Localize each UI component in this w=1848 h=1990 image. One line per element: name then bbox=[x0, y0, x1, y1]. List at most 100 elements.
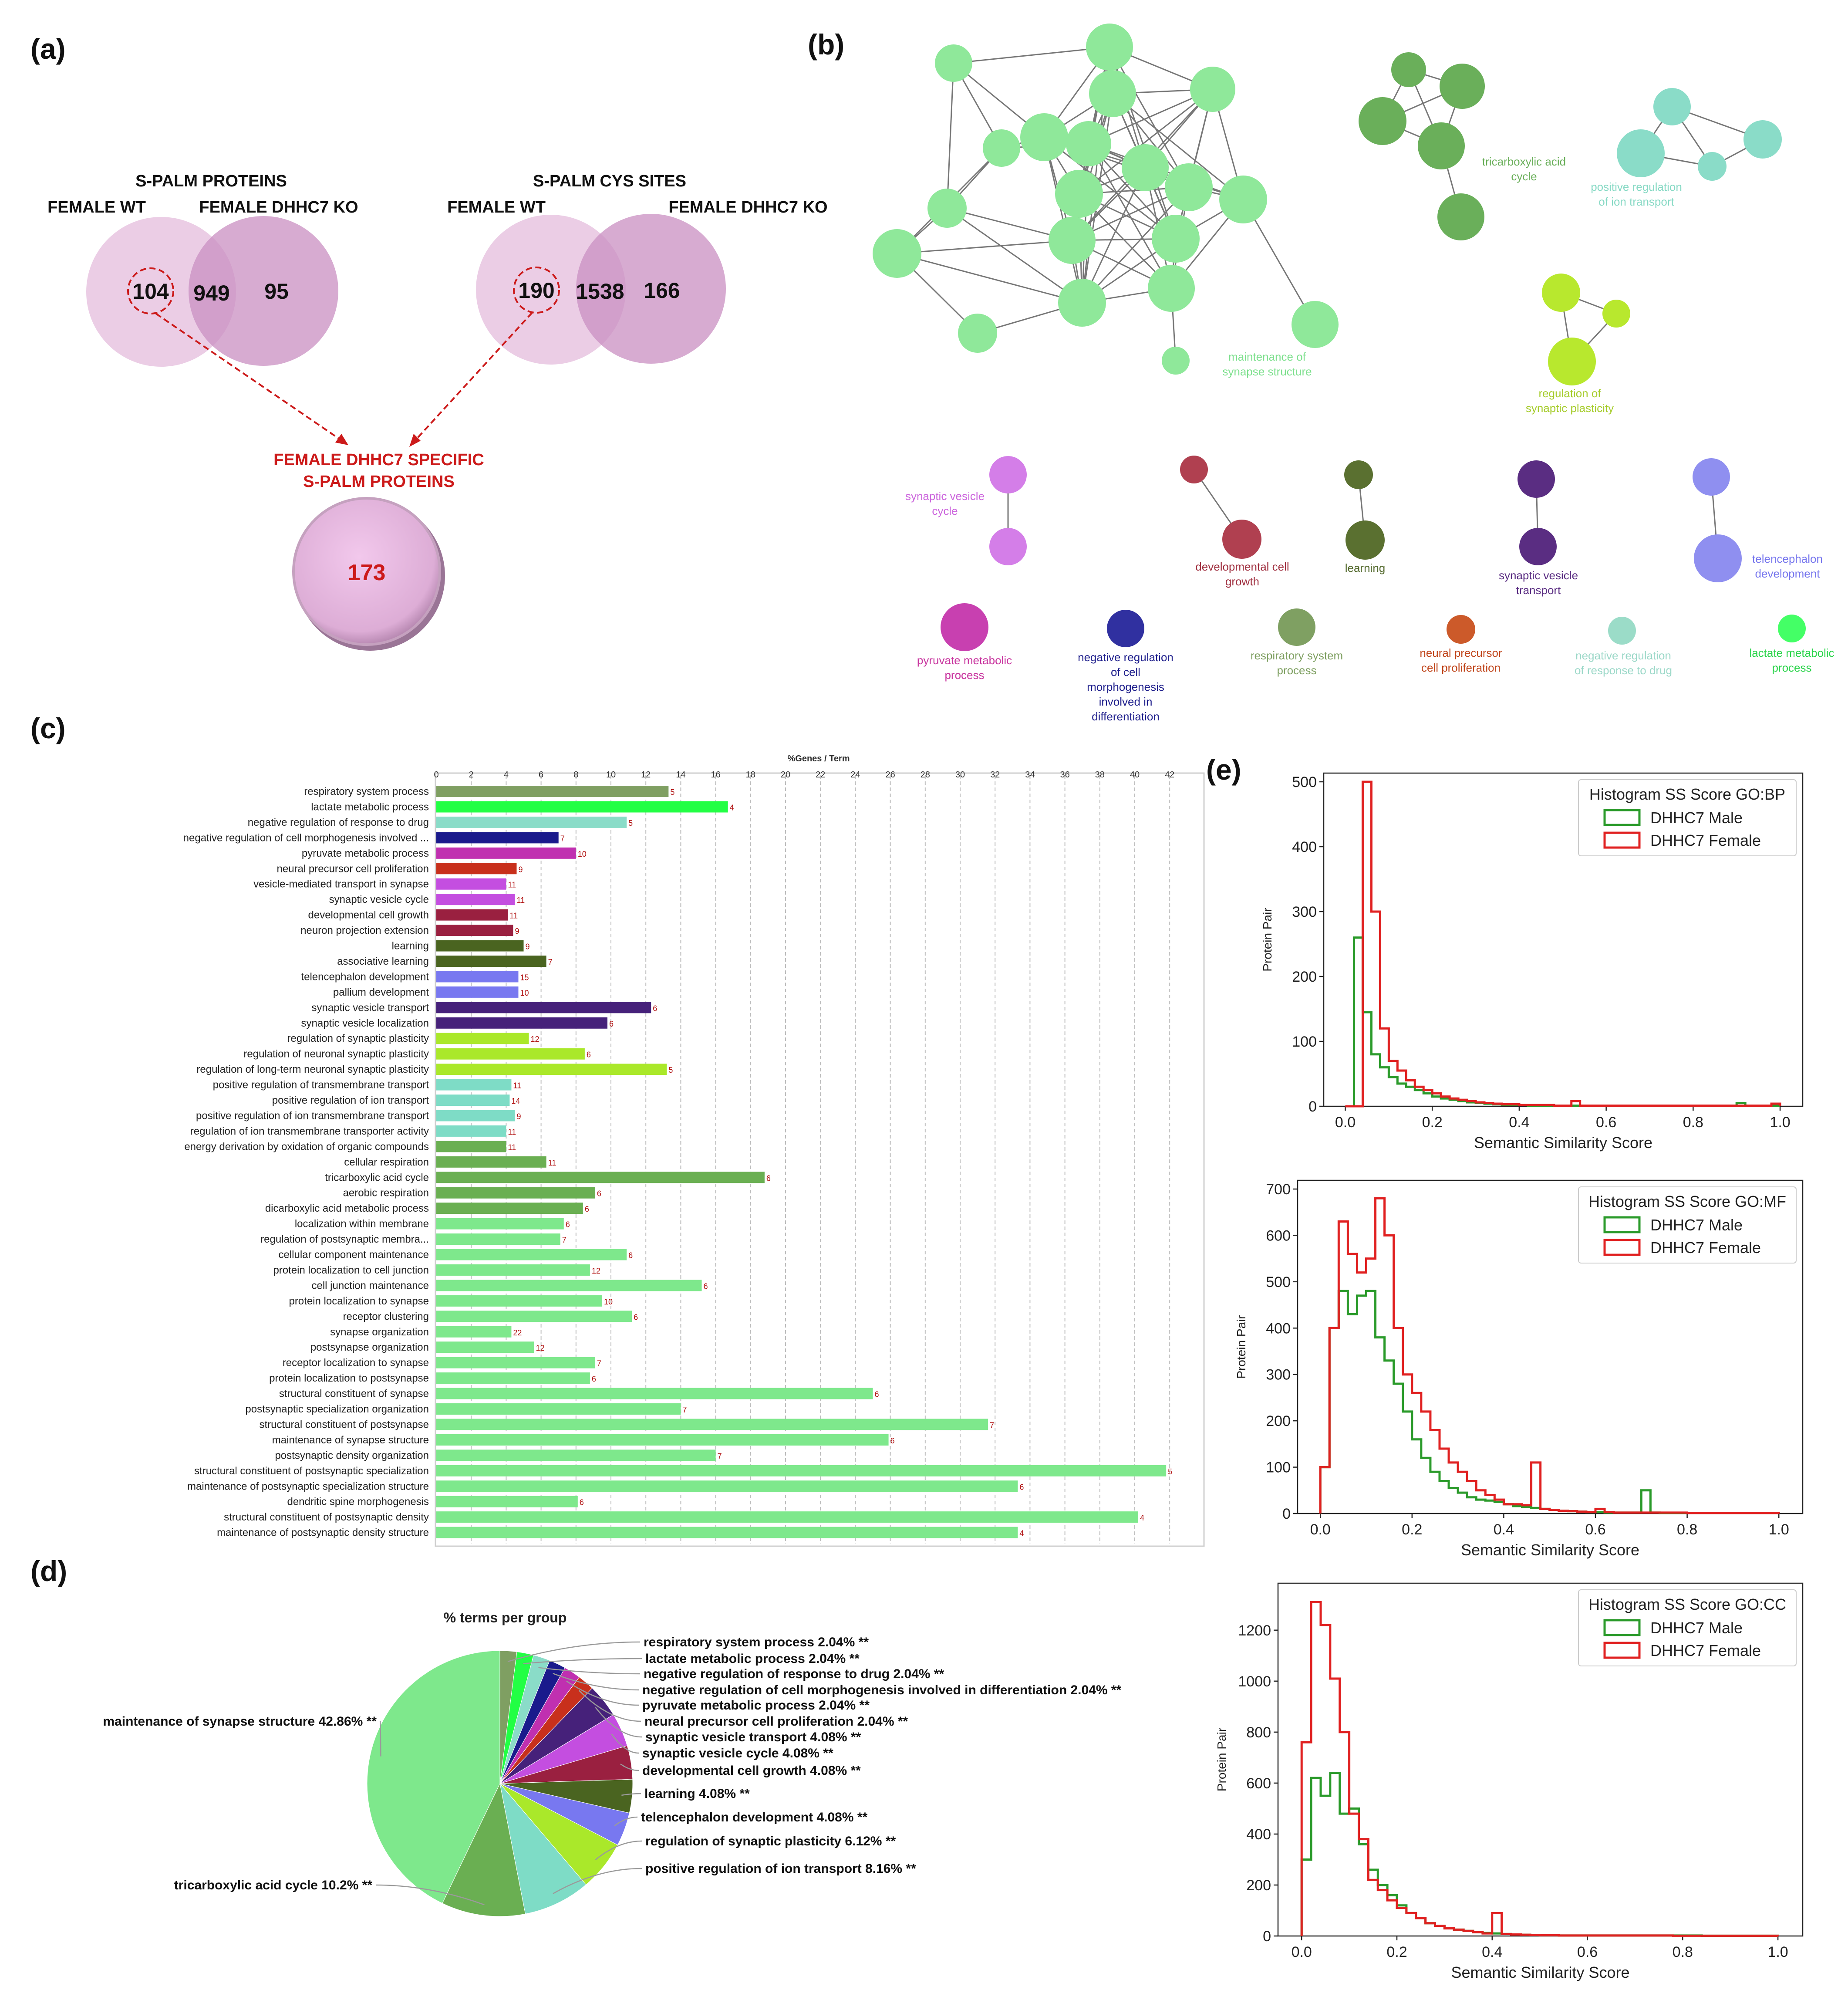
bar bbox=[436, 894, 515, 905]
network-label-dev-growth: developmental cell growth bbox=[1195, 560, 1289, 588]
bar bbox=[436, 1357, 595, 1368]
bar-count-label: 7 bbox=[682, 1406, 687, 1414]
histogram-series-line bbox=[1345, 780, 1781, 1108]
histogram-xtick-label: 0.2 bbox=[1386, 1944, 1407, 1960]
bar-count-label: 12 bbox=[531, 1035, 540, 1044]
panel-label-d: (d) bbox=[30, 1555, 67, 1587]
venn-proteins-right-label: FEMALE DHHC7 KO bbox=[199, 198, 358, 216]
histogram-xtick-label: 0.6 bbox=[1596, 1114, 1616, 1131]
pie-slice-label: regulation of synaptic plasticity 6.12% … bbox=[645, 1834, 896, 1848]
histogram-ytick-label: 300 bbox=[1292, 904, 1317, 920]
bar-xtick-label: 42 bbox=[1165, 770, 1174, 780]
venn-sites-right-label: FEMALE DHHC7 KO bbox=[668, 198, 827, 216]
histogram-legend-title: Histogram SS Score GO:BP bbox=[1589, 785, 1785, 803]
bar-category-label: synaptic vesicle cycle bbox=[329, 894, 429, 905]
bar bbox=[436, 1403, 681, 1415]
bar-category-label: regulation of neuronal synaptic plastici… bbox=[243, 1048, 429, 1060]
bar bbox=[436, 1496, 578, 1507]
bar-count-label: 7 bbox=[562, 1236, 567, 1244]
bar-count-label: 14 bbox=[511, 1097, 520, 1105]
histogram-ytick-label: 100 bbox=[1292, 1034, 1317, 1050]
histogram-legend-swatch bbox=[1603, 1642, 1641, 1659]
pie-leader bbox=[523, 1658, 642, 1664]
bar-count-label: 7 bbox=[597, 1359, 601, 1368]
histogram-ytick-label: 300 bbox=[1266, 1367, 1291, 1383]
bar-category-label: associative learning bbox=[337, 956, 429, 967]
venn-arrow-left-head bbox=[335, 434, 348, 445]
histogram-ylabel: Protein Pair bbox=[1261, 908, 1274, 971]
panel-label-c: (c) bbox=[30, 712, 66, 744]
bar-category-label: synaptic vesicle transport bbox=[312, 1002, 429, 1014]
bar-category-label: positive regulation of ion transmembrane… bbox=[196, 1110, 429, 1122]
bar-category-label: maintenance of postsynaptic specializati… bbox=[187, 1480, 429, 1492]
bar-count-label: 7 bbox=[718, 1452, 722, 1460]
bar-count-label: 7 bbox=[990, 1421, 994, 1429]
network-node bbox=[1548, 338, 1596, 385]
histogram-ytick-label: 1200 bbox=[1238, 1622, 1271, 1639]
pie-slice-label: tricarboxylic acid cycle 10.2% ** bbox=[174, 1878, 373, 1892]
histogram-xtick-label: 0.6 bbox=[1577, 1944, 1598, 1960]
network-node bbox=[1107, 610, 1144, 647]
histogram-ytick-label: 600 bbox=[1246, 1775, 1271, 1792]
network-label-lactate: lactate metabolic process bbox=[1749, 646, 1834, 674]
bar-count-label: 6 bbox=[587, 1051, 591, 1059]
histogram-xtick-label: 1.0 bbox=[1770, 1114, 1790, 1131]
network-node bbox=[1418, 122, 1465, 169]
network-node bbox=[935, 44, 972, 82]
bar-chart-grid bbox=[471, 775, 1170, 1544]
network-label-telencephalon: telencephalon development bbox=[1752, 552, 1823, 580]
bar-chart-category-labels: respiratory system process lactate metabo… bbox=[183, 786, 429, 1539]
bar-xtick-label: 20 bbox=[781, 770, 790, 780]
network-node bbox=[1602, 300, 1630, 328]
network-node bbox=[1608, 617, 1636, 645]
bar-category-label: structural constituent of synapse bbox=[279, 1388, 429, 1400]
pie-slice-label: telencephalon development 4.08% ** bbox=[641, 1810, 867, 1824]
histogram-legend-entry: DHHC7 Female bbox=[1650, 1239, 1761, 1257]
histogram-xtick-label: 0.4 bbox=[1509, 1114, 1529, 1131]
bar-category-label: learning bbox=[392, 940, 429, 952]
histogram-legend bbox=[1578, 1186, 1797, 1264]
bar-category-label: telencephalon development bbox=[301, 971, 429, 983]
bar bbox=[436, 1295, 602, 1307]
histogram-ytick-label: 500 bbox=[1292, 774, 1317, 791]
bar bbox=[436, 816, 627, 828]
histogram-legend-title: Histogram SS Score GO:CC bbox=[1588, 1595, 1786, 1613]
bar-xtick-label: 26 bbox=[885, 770, 895, 780]
bar-chart-xticks: 0 2 4 6 8 10 12 14 16 18 20 22 24 26 28 30 32 34 36 38 40 42 bbox=[434, 770, 1174, 780]
bar-category-label: tricarboxylic acid cycle bbox=[325, 1172, 429, 1183]
bar-category-label: postsynapse organization bbox=[310, 1341, 429, 1353]
pie-slices bbox=[367, 1650, 633, 1917]
bar bbox=[436, 1033, 529, 1044]
venn-sites-overlap-value: 1538 bbox=[576, 279, 624, 304]
bar bbox=[436, 1527, 1018, 1538]
network-node bbox=[1058, 279, 1106, 327]
pie-slice-label: neural precursor cell proliferation 2.04… bbox=[644, 1714, 908, 1729]
bar bbox=[436, 1079, 512, 1091]
bar bbox=[436, 1465, 1167, 1476]
bar-xtick-label: 2 bbox=[469, 770, 474, 780]
network-label-pos-ion: positive regulation of ion transport bbox=[1591, 180, 1682, 208]
bar-xtick-label: 38 bbox=[1095, 770, 1105, 780]
network-node bbox=[1344, 460, 1373, 489]
bar bbox=[436, 863, 517, 875]
bar-xtick-label: 12 bbox=[641, 770, 651, 780]
network-label-neural-prec: neural precursor cell proliferation bbox=[1420, 646, 1502, 674]
bar bbox=[436, 1311, 632, 1322]
histogram-legend-swatch bbox=[1603, 809, 1641, 826]
network-node bbox=[1049, 217, 1096, 264]
bar-count-label: 4 bbox=[1140, 1514, 1144, 1522]
bar-xtick-label: 18 bbox=[746, 770, 755, 780]
histogram-xtick-label: 1.0 bbox=[1767, 1944, 1788, 1960]
histogram-ytick-label: 1000 bbox=[1238, 1673, 1271, 1690]
bar-count-label: 6 bbox=[566, 1220, 570, 1229]
bar-category-label: lactate metabolic process bbox=[311, 801, 429, 813]
bar-category-label: neuron projection extension bbox=[300, 925, 429, 936]
bar-category-label: protein localization to synapse bbox=[289, 1295, 429, 1307]
pie-slice-label: pyruvate metabolic process 2.04% ** bbox=[642, 1698, 870, 1713]
venn-specific-value: 173 bbox=[348, 560, 386, 585]
histogram-go-cc: 0.0 0.2 0.4 0.6 0.8 1.0 0 200 400 600 800 1000 1200 S… bbox=[1215, 1582, 1804, 1981]
bar-count-label: 6 bbox=[634, 1313, 638, 1321]
histogram-legend-swatch bbox=[1603, 1216, 1641, 1233]
bar-count-label: 5 bbox=[668, 1066, 673, 1074]
